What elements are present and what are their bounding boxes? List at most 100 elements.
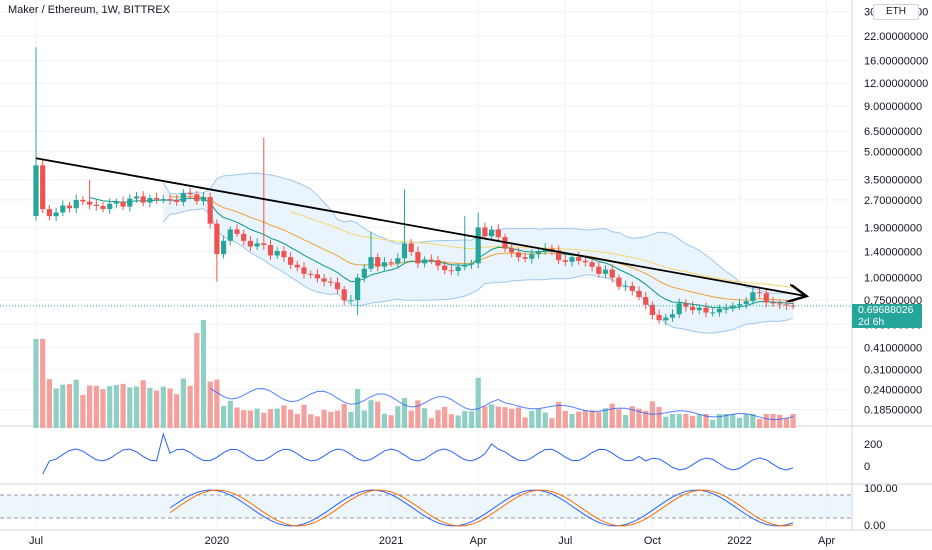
candle-body xyxy=(355,277,361,301)
volume-bar xyxy=(93,385,99,428)
price-tick-label: 0.18500000 xyxy=(864,405,922,417)
currency-unit-label[interactable]: ETH xyxy=(873,4,919,20)
volume-bar xyxy=(643,410,649,428)
volume-bar xyxy=(462,410,468,428)
volume-bar xyxy=(227,400,233,428)
volume-bar xyxy=(656,406,662,428)
time-tick-label: Apr xyxy=(818,535,835,547)
candle-body xyxy=(495,229,501,238)
candle-body xyxy=(643,297,649,305)
time-tick-label: 2021 xyxy=(379,535,403,547)
volume-bar xyxy=(529,410,535,428)
candle-body xyxy=(683,303,689,307)
volume-bar xyxy=(321,409,327,428)
volume-bar xyxy=(127,387,133,428)
volume-bar xyxy=(294,413,300,428)
volume-bars xyxy=(33,320,796,428)
volume-average-line xyxy=(209,387,794,421)
price-tick-label: 0.24000000 xyxy=(864,384,922,396)
time-tick-label: Oct xyxy=(644,535,661,547)
price-tick-label: 16.00000000 xyxy=(864,56,928,68)
volume-bar xyxy=(455,415,461,428)
candle-body xyxy=(462,264,468,267)
volume-bar xyxy=(549,418,555,428)
candle-body xyxy=(288,257,294,265)
volume-bar xyxy=(87,385,93,428)
candle-body xyxy=(227,229,233,241)
candle-body xyxy=(616,277,622,287)
candle-body xyxy=(120,201,126,207)
volume-bar xyxy=(435,410,441,428)
volume-bar xyxy=(757,419,763,428)
volume-bar xyxy=(669,414,676,428)
candle-body xyxy=(247,240,253,247)
candle-body xyxy=(341,289,347,301)
candle-body xyxy=(415,251,421,264)
volume-bar xyxy=(576,411,582,428)
price-tick-label: 12.00000000 xyxy=(864,78,928,90)
volume-bar xyxy=(730,414,736,428)
price-tick-label: 0.31000000 xyxy=(864,364,922,376)
volume-bar xyxy=(609,403,615,428)
candle-body xyxy=(676,303,682,315)
volume-bar xyxy=(415,400,421,428)
candle-body xyxy=(395,258,401,264)
volume-bar xyxy=(334,410,341,428)
candle-body xyxy=(556,250,562,261)
price-axis: 30.0000000022.0000000016.0000000012.0000… xyxy=(864,7,928,417)
volume-bar xyxy=(596,411,602,428)
candle-body xyxy=(435,260,441,266)
price-tick-label: 0.41000000 xyxy=(864,342,922,354)
volume-bar xyxy=(107,386,113,428)
price-tick-label: 1.90000000 xyxy=(864,222,922,234)
candle-body xyxy=(33,165,39,216)
volume-bar xyxy=(261,412,267,428)
candle-body xyxy=(730,305,736,309)
volume-bar xyxy=(502,407,508,428)
volume-bar xyxy=(355,389,361,428)
volume-bar xyxy=(120,383,126,428)
candle-body xyxy=(482,227,488,237)
price-tick-label: 5.00000000 xyxy=(864,147,922,159)
price-tick-label: 3.50000000 xyxy=(864,175,922,187)
volume-bar xyxy=(288,409,294,428)
stoch-d-line xyxy=(169,489,794,527)
candle-body xyxy=(66,205,73,209)
volume-bar xyxy=(542,412,548,428)
volume-bar xyxy=(314,416,320,428)
candle-body xyxy=(113,201,119,204)
volume-bar xyxy=(636,408,642,428)
volume-bar xyxy=(623,415,629,428)
candle-body xyxy=(535,251,542,255)
time-tick-label: 2020 xyxy=(205,535,229,547)
volume-bar xyxy=(200,320,207,428)
candle-body xyxy=(609,269,615,278)
candle-body xyxy=(73,199,79,209)
candle-body xyxy=(750,292,756,302)
volume-bar xyxy=(616,409,622,428)
candle-body xyxy=(669,314,676,318)
candle-body xyxy=(690,306,696,311)
candle-body xyxy=(736,304,743,306)
volume-bar xyxy=(448,414,454,428)
volume-bar xyxy=(589,410,595,428)
volume-bar xyxy=(716,414,722,428)
candle-body xyxy=(281,251,287,258)
volume-bar xyxy=(408,410,414,428)
candle-body xyxy=(388,262,394,264)
volume-bar xyxy=(381,413,387,428)
candle-body xyxy=(160,199,166,201)
candle-body xyxy=(187,192,193,195)
volume-bar xyxy=(690,415,696,428)
candle-body xyxy=(422,259,428,264)
candle-body xyxy=(515,252,521,258)
candle-body xyxy=(308,273,314,275)
volume-bar xyxy=(770,414,776,428)
volume-bar xyxy=(160,386,166,428)
volume-bar xyxy=(736,417,743,428)
volume-bar xyxy=(187,385,193,428)
volume-bar xyxy=(696,414,702,428)
ema-mid-line xyxy=(169,195,794,302)
volume-bar xyxy=(395,406,401,428)
